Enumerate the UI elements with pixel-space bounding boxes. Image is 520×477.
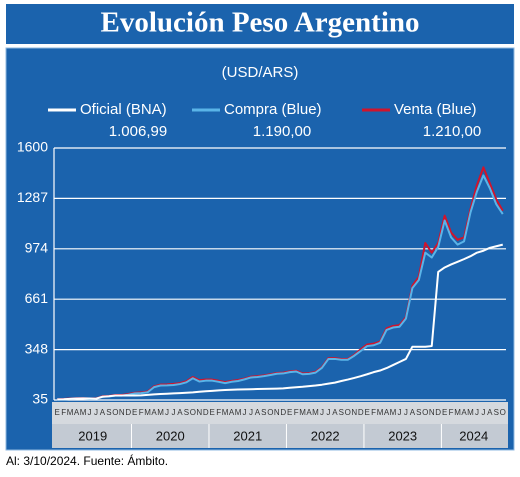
x-tick-label: D	[203, 408, 209, 417]
x-tick-label: F	[449, 408, 454, 417]
x-tick-label: J	[88, 408, 92, 417]
x-tick-label: A	[100, 408, 106, 417]
y-tick-label: 35	[32, 391, 48, 407]
x-tick-label: S	[416, 408, 421, 417]
legend-value: 1.006,99	[109, 123, 167, 140]
x-tick-label: D	[358, 408, 364, 417]
x-tick-label: J	[397, 408, 401, 417]
x-tick-label: A	[384, 408, 390, 417]
x-tick-label: O	[267, 408, 273, 417]
x-tick-label: M	[454, 408, 461, 417]
x-tick-label: M	[377, 408, 384, 417]
legend-label: Compra (Blue)	[224, 101, 322, 118]
x-tick-label: J	[326, 408, 330, 417]
series-line	[57, 243, 504, 401]
x-tick-label: M	[80, 408, 87, 417]
year-label: 2022	[311, 428, 340, 443]
x-tick-label: M	[299, 408, 306, 417]
chart-title: Evolución Peso Argentino	[100, 7, 419, 39]
y-tick-label: 348	[25, 340, 49, 356]
x-tick-label: O	[190, 408, 196, 417]
x-tick-label: A	[255, 408, 261, 417]
x-tick-label: E	[442, 408, 447, 417]
x-tick-label: A	[461, 408, 467, 417]
x-tick-label: M	[144, 408, 151, 417]
year-label: 2023	[388, 428, 417, 443]
x-tick-label: D	[280, 408, 286, 417]
year-label: 2020	[156, 428, 185, 443]
legend-label: Oficial (BNA)	[80, 101, 167, 118]
x-tick-label: F	[139, 408, 144, 417]
x-tick-label: D	[435, 408, 441, 417]
x-tick-label: M	[67, 408, 74, 417]
x-tick-label: D	[125, 408, 131, 417]
legend-label: Venta (Blue)	[394, 101, 477, 118]
x-tick-label: E	[287, 408, 292, 417]
chart-subtitle: (USD/ARS)	[222, 64, 299, 81]
x-tick-label: M	[390, 408, 397, 417]
x-tick-label: S	[339, 408, 344, 417]
x-tick-label: F	[294, 408, 299, 417]
x-tick-label: M	[157, 408, 164, 417]
x-tick-label: N	[196, 408, 202, 417]
year-label: 2021	[233, 428, 262, 443]
x-tick-label: J	[165, 408, 169, 417]
x-tick-label: F	[371, 408, 376, 417]
x-tick-label: N	[351, 408, 357, 417]
x-tick-label: A	[487, 408, 493, 417]
x-tick-label: F	[61, 408, 66, 417]
month-band	[52, 402, 508, 424]
y-tick-label: 974	[25, 240, 49, 256]
x-tick-label: S	[494, 408, 499, 417]
x-tick-label: A	[332, 408, 338, 417]
x-tick-label: M	[222, 408, 229, 417]
x-tick-label: A	[177, 408, 183, 417]
y-tick-label: 1287	[17, 189, 48, 205]
x-tick-label: F	[216, 408, 221, 417]
x-tick-label: A	[410, 408, 416, 417]
x-tick-label: A	[229, 408, 235, 417]
x-tick-label: S	[184, 408, 189, 417]
legend-value: 1.190,00	[253, 123, 311, 140]
x-tick-label: O	[422, 408, 428, 417]
x-tick-label: J	[171, 408, 175, 417]
x-tick-label: N	[274, 408, 280, 417]
title-bar	[6, 4, 514, 44]
year-label: 2024	[459, 428, 488, 443]
y-tick-label: 1600	[17, 139, 48, 155]
x-tick-label: A	[306, 408, 312, 417]
x-tick-label: N	[119, 408, 125, 417]
x-tick-label: J	[94, 408, 98, 417]
x-tick-label: S	[106, 408, 111, 417]
x-tick-label: E	[364, 408, 369, 417]
x-tick-label: S	[261, 408, 266, 417]
x-tick-label: N	[429, 408, 435, 417]
x-tick-label: A	[151, 408, 157, 417]
x-tick-label: E	[55, 408, 60, 417]
x-tick-label: M	[235, 408, 242, 417]
year-label: 2019	[78, 428, 107, 443]
x-tick-label: J	[404, 408, 408, 417]
x-tick-label: O	[112, 408, 118, 417]
x-tick-label: J	[481, 408, 485, 417]
year-band	[52, 424, 508, 448]
x-tick-label: E	[210, 408, 215, 417]
source-note: Al: 3/10/2024. Fuente: Ámbito.	[6, 453, 168, 468]
y-tick-label: 661	[25, 290, 49, 306]
series-line	[57, 174, 504, 401]
x-tick-label: J	[249, 408, 253, 417]
x-tick-label: A	[74, 408, 80, 417]
x-tick-label: J	[475, 408, 479, 417]
x-tick-label: E	[132, 408, 137, 417]
x-tick-label: J	[320, 408, 324, 417]
x-tick-label: J	[242, 408, 246, 417]
x-tick-label: O	[345, 408, 351, 417]
x-tick-label: M	[312, 408, 319, 417]
legend-value: 1.210,00	[423, 123, 481, 140]
x-tick-label: O	[500, 408, 506, 417]
x-tick-label: M	[467, 408, 474, 417]
